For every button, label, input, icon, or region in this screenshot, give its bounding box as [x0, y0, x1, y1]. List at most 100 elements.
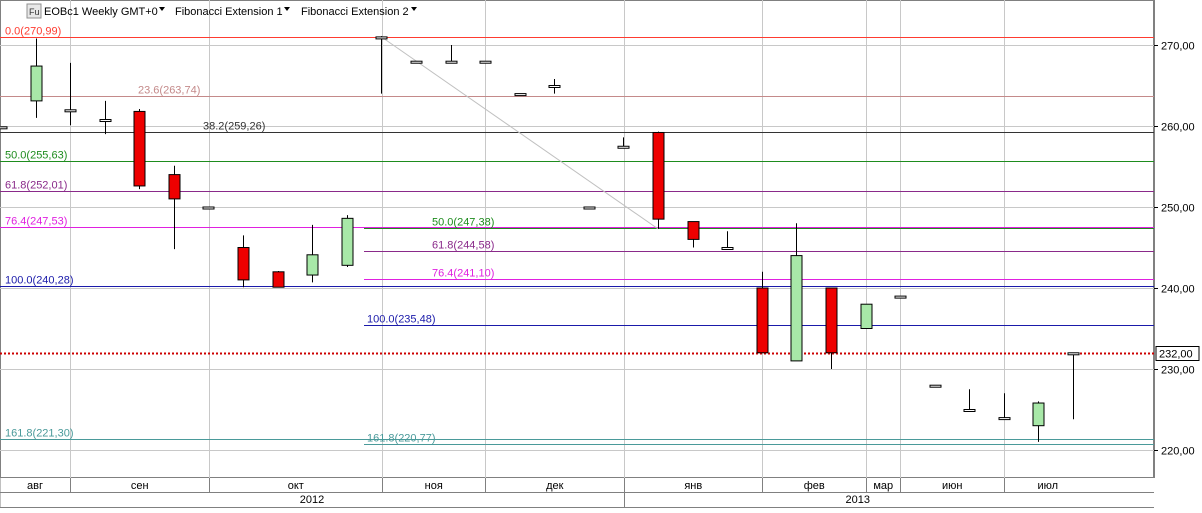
candle-body [99, 119, 112, 123]
candle-body [825, 287, 838, 354]
candle-body [583, 206, 596, 210]
chevron-down-icon[interactable] [411, 7, 417, 11]
grid-layer [0, 0, 1154, 478]
candle[interactable] [963, 389, 976, 412]
symbol-badge[interactable] [26, 3, 42, 19]
fib2-level-label: 161.8(220,77) [367, 433, 436, 445]
candle[interactable] [99, 100, 112, 135]
candle[interactable] [341, 215, 354, 267]
candle-body [894, 295, 907, 299]
candle-body [929, 384, 942, 388]
fib1-level-label: 23.6(263,74) [138, 85, 200, 97]
fib2-level-label: 61.8(244,58) [432, 240, 494, 252]
candle[interactable] [548, 79, 561, 94]
candle[interactable] [825, 287, 838, 369]
candle-body [790, 255, 803, 362]
candle[interactable] [1067, 352, 1080, 420]
candle[interactable] [514, 93, 527, 97]
candle-body [998, 417, 1011, 421]
month-label: окт [288, 480, 304, 492]
candle-body [272, 271, 285, 288]
candle[interactable] [617, 137, 630, 149]
candle[interactable] [894, 295, 907, 299]
candle[interactable] [133, 108, 146, 190]
candle-body [687, 221, 700, 240]
symbol-label[interactable]: EOBc1 Weekly GMT+0 [44, 6, 158, 18]
candle-body [306, 254, 319, 276]
month-label: мар [873, 480, 893, 492]
current-price-box [1155, 346, 1200, 361]
candle[interactable] [64, 62, 77, 126]
candle[interactable] [1032, 401, 1045, 442]
y-tick-label: 270,00 [1161, 41, 1195, 53]
fib1-level-label: 61.8(252,01) [5, 180, 67, 192]
candle[interactable] [860, 303, 873, 330]
candle[interactable] [998, 393, 1011, 421]
candle-body [963, 409, 976, 412]
candle[interactable] [790, 223, 803, 362]
candle[interactable] [652, 131, 665, 229]
fib2-level-label: 76.4(241,10) [432, 268, 494, 280]
candle-body [756, 287, 769, 354]
y-tick-label: 230,00 [1161, 365, 1195, 377]
fib1-level-label: 76.4(247,53) [5, 216, 67, 228]
month-label: дек [546, 480, 564, 492]
candle[interactable] [375, 36, 388, 94]
candle-body [445, 60, 458, 64]
toolbar: Fu EOBc1 Weekly GMT+0 Fibonacci Extensio… [26, 3, 417, 19]
year-label: 2012 [300, 494, 324, 506]
candle[interactable] [410, 60, 423, 64]
fib1-level-label: 0.0(270,99) [5, 26, 61, 38]
candle-body [514, 93, 527, 97]
candle-body [721, 247, 734, 250]
candle-body [548, 85, 561, 88]
candle[interactable] [30, 38, 43, 118]
candle[interactable] [0, 126, 8, 130]
chevron-down-icon[interactable] [284, 7, 290, 11]
candle-body [168, 174, 181, 200]
candle-body [860, 303, 873, 330]
y-tick-label: 240,00 [1161, 284, 1195, 296]
candle[interactable] [202, 206, 215, 210]
chevron-down-icon[interactable] [159, 7, 165, 11]
candle-body [410, 60, 423, 64]
fib2-level-label: 50.0(247,38) [432, 217, 494, 229]
candle[interactable] [687, 221, 700, 248]
month-label: сен [131, 480, 149, 492]
month-label: июл [1037, 480, 1058, 492]
fib2-level-label: 100.0(235,48) [367, 314, 436, 326]
candle-body [202, 206, 215, 210]
candle-body [375, 36, 388, 40]
candle[interactable] [306, 224, 319, 283]
y-tick-label: 250,00 [1161, 203, 1195, 215]
candle-layer [0, 36, 1080, 442]
current-price-label: 232,00 [1159, 349, 1193, 361]
candle[interactable] [479, 60, 492, 64]
month-label: фев [804, 480, 825, 492]
candle-body [0, 126, 8, 130]
candle-body [64, 109, 77, 113]
candle-body [479, 60, 492, 64]
fib2-label[interactable]: Fibonacci Extension 2 [301, 6, 409, 18]
month-label: авг [27, 480, 43, 492]
candle[interactable] [929, 384, 942, 388]
y-tick-label: 220,00 [1161, 446, 1195, 458]
candle[interactable] [583, 206, 596, 210]
candle[interactable] [445, 45, 458, 64]
symbol-badge-text: Fu [29, 7, 40, 17]
trend-line[interactable] [381, 36, 659, 230]
candle-body [1067, 352, 1080, 356]
candle-body [341, 217, 354, 266]
candle[interactable] [168, 165, 181, 250]
candle-body [133, 110, 146, 187]
fib1-level-label: 50.0(255,63) [5, 150, 67, 162]
month-label: ноя [425, 480, 443, 492]
candle[interactable] [756, 271, 769, 354]
candle[interactable] [272, 270, 285, 288]
candle[interactable] [237, 235, 250, 288]
fib1-label[interactable]: Fibonacci Extension 1 [175, 6, 283, 18]
candle-body [30, 65, 43, 102]
candle[interactable] [721, 231, 734, 250]
